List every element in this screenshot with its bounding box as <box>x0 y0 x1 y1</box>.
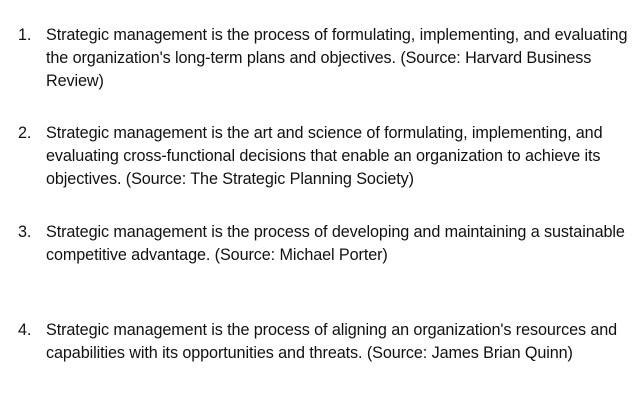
list-item-number: 2. <box>18 124 32 142</box>
list-item-text: Strategic management is the art and scie… <box>46 124 603 188</box>
list-item-text: Strategic management is the process of a… <box>46 321 618 362</box>
list-item-number: 4. <box>18 321 32 339</box>
list-item: 1. Strategic management is the process o… <box>18 24 630 93</box>
list-item-number: 1. <box>18 26 32 44</box>
list-item: 4. Strategic management is the process o… <box>18 319 630 365</box>
list-item: 2. Strategic management is the art and s… <box>18 122 630 191</box>
list-item-text: Strategic management is the process of f… <box>46 26 628 90</box>
list-item: 3. Strategic management is the process o… <box>18 221 630 267</box>
list-item-text: Strategic management is the process of d… <box>46 223 625 264</box>
list-item-number: 3. <box>18 223 32 241</box>
